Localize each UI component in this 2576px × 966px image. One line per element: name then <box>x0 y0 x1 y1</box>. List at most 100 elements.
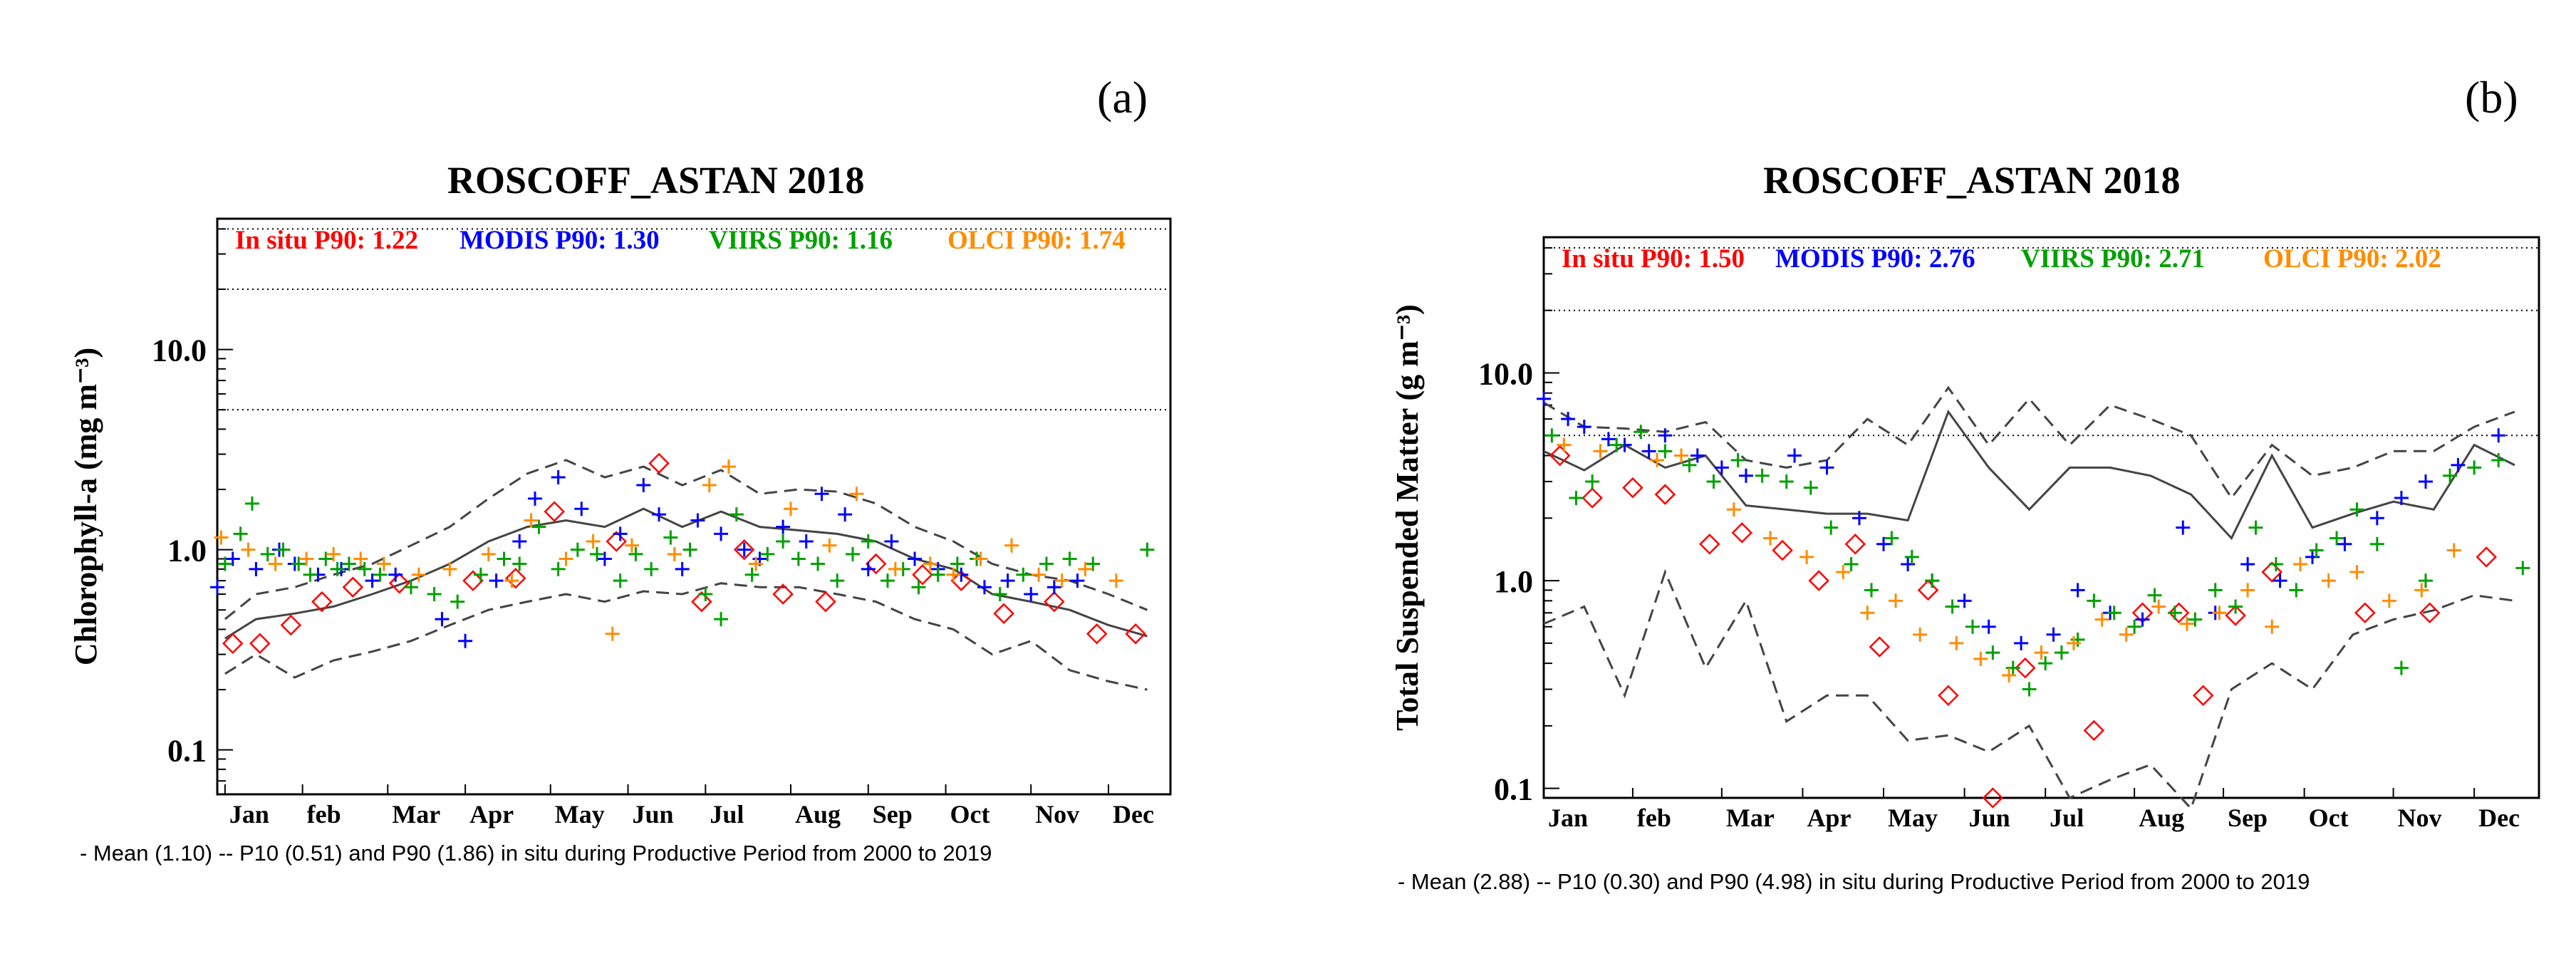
chart-b-point-viirs <box>1803 480 1818 495</box>
chart-b-point-viirs <box>1925 573 1940 588</box>
chart-b-point-viirs <box>1544 428 1559 443</box>
chart-a-point-viirs <box>613 573 628 588</box>
chart-a-point-olci <box>481 546 496 561</box>
chart-a-point-olci <box>667 546 682 561</box>
chart-a-point-olci <box>849 487 864 502</box>
chart-b-point-viirs <box>2289 583 2304 598</box>
chart-a-point-olci <box>946 567 961 582</box>
chart-a-month-label: Jan <box>229 800 269 829</box>
chart-b-month-label: Oct <box>2309 804 2349 832</box>
chart-a-point-viirs <box>590 546 605 561</box>
chart-b-point-olci <box>1836 564 1851 579</box>
chart-a-series-viirs <box>217 496 1155 627</box>
chart-b-p10-line <box>1543 568 2515 811</box>
chart-b-point-viirs <box>1755 468 1770 483</box>
chart-b-point-viirs <box>2248 520 2263 535</box>
chart-a-point-modis <box>388 567 403 582</box>
chart-a-point-insitu <box>772 583 794 605</box>
chart-b-point-viirs <box>2147 588 2162 603</box>
chart-b-point-modis <box>2273 573 2287 588</box>
chart-b-point-olci <box>2382 593 2396 608</box>
chart-b-point-insitu <box>1808 570 1829 591</box>
chart-a-legend-in: In situ P90: 1.22 <box>235 226 418 255</box>
chart-a-p90-line <box>224 459 1148 620</box>
chart-b-point-olci <box>2349 564 2364 579</box>
chart-b-point-viirs <box>2208 583 2223 598</box>
chart-a-point-olci <box>605 626 620 641</box>
chart-a-point-olci <box>783 502 798 516</box>
chart-a-month-label: Nov <box>1035 800 1079 829</box>
chart-b-y-tick-label: 0.1 <box>1494 772 1533 807</box>
chart-b-point-olci <box>1913 627 1928 642</box>
chart-a-month-label: feb <box>307 800 341 829</box>
chart-a-point-viirs <box>318 551 333 566</box>
chart-a-point-insitu <box>462 570 484 591</box>
chart-a-point-viirs <box>950 556 965 571</box>
chart-b-point-olci <box>2034 645 2049 660</box>
chart-a-point-viirs <box>1086 556 1101 571</box>
chart-a-point-viirs <box>698 586 713 601</box>
chart-b-title: ROSCOFF_ASTAN 2018 <box>1763 159 2181 202</box>
chart-a-point-viirs <box>531 519 546 534</box>
chart-b-point-viirs <box>2515 561 2530 576</box>
chart-a-point-modis <box>435 612 450 627</box>
chart-a-point-insitu <box>544 501 565 522</box>
chart-b-point-olci <box>1799 549 1814 564</box>
chart-a-point-modis <box>365 573 380 588</box>
chart-b-point-insitu <box>1582 487 1603 509</box>
chart-a-month-label: Mar <box>392 800 440 829</box>
chart-a-point-insitu <box>815 591 836 613</box>
chart-a-point-modis <box>551 469 566 484</box>
chart-a-point-viirs <box>628 546 643 561</box>
chart-a-point-olci <box>1078 561 1093 576</box>
chart-b-point-modis <box>2369 511 2384 526</box>
chart-a-point-olci <box>888 561 903 576</box>
chart-b-point-viirs <box>2188 612 2203 627</box>
chart-a-point-viirs <box>644 561 659 576</box>
chart-b-series-olci <box>1557 437 2461 683</box>
chart-a-point-modis <box>908 551 923 566</box>
chart-a-point-insitu <box>388 572 410 594</box>
chart-b-series-modis <box>1537 391 2506 650</box>
chart-b-point-viirs <box>2038 656 2053 671</box>
chart-a-point-modis <box>799 534 814 549</box>
chart-a-series-in-situ <box>222 452 1146 655</box>
chart-b-point-modis <box>1714 460 1729 475</box>
chart-b-point-viirs <box>1904 549 1919 564</box>
chart-a-point-insitu <box>280 614 302 636</box>
chart-a-point-olci <box>442 561 457 576</box>
chart-b-point-modis <box>1601 432 1616 447</box>
chart-a-point-modis <box>776 519 791 534</box>
chart-b-y-axis-label: Total Suspended Matter (g m⁻³) <box>1390 304 1425 731</box>
chart-a-point-olci <box>559 551 573 566</box>
chart-a-point-viirs <box>260 546 275 561</box>
chart-b-y-tick-label: 10.0 <box>1478 356 1533 391</box>
chart-b-point-insitu <box>2015 657 2036 679</box>
chart-a-point-insitu <box>993 603 1014 624</box>
chart-a-point-viirs <box>357 561 372 576</box>
chart-b-point-olci <box>1973 651 1988 666</box>
chart-b-point-viirs <box>1945 599 1960 614</box>
chart-a-point-olci <box>241 542 256 557</box>
chart-a-p10-line <box>224 582 1148 691</box>
chart-b-month-label: May <box>1888 804 1938 832</box>
chart-a-point-viirs <box>744 567 759 582</box>
chart-a-month-label: Sep <box>873 800 913 829</box>
chart-b-point-insitu <box>2168 602 2190 624</box>
chart-b-point-olci <box>2066 635 2081 650</box>
chart-b-point-viirs <box>1965 619 1980 634</box>
chart-b-point-viirs <box>1658 444 1673 459</box>
chart-b-month-label: Mar <box>1726 804 1775 832</box>
chart-a-point-viirs <box>512 556 527 571</box>
chart-a-point-insitu <box>311 591 333 613</box>
chart-b-point-modis <box>2070 583 2085 598</box>
chart-b-point-viirs <box>1730 453 1745 468</box>
chart-b-legend-viirs: VIIRS P90: 2.71 <box>2021 244 2205 274</box>
chart-a-point-olci <box>973 551 988 566</box>
chart-b-point-viirs <box>2443 468 2458 483</box>
chart-b-point-viirs <box>2491 453 2506 468</box>
chart-a-point-insitu <box>1044 591 1065 613</box>
chart-a-point-insitu <box>505 567 526 589</box>
chart-b-point-viirs <box>2330 531 2344 546</box>
chart-a-point-insitu <box>912 564 933 586</box>
